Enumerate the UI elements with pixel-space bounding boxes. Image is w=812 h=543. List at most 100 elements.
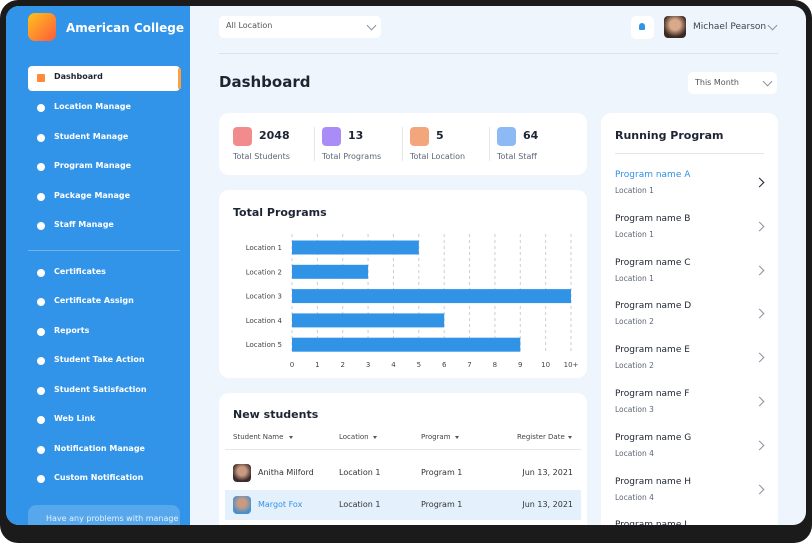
bar [292,289,571,304]
sort-caret [289,436,293,439]
menu-icon [37,416,45,424]
column-header[interactable]: Register Date [517,433,565,441]
program-name[interactable]: Program name A [615,170,691,180]
table-cell: Location 1 [339,468,381,477]
program-location: Location 2 [615,317,654,327]
menu-item[interactable]: Student Take Action [54,355,145,364]
menu-icon [37,222,45,230]
location-select-text: All Location [226,21,273,30]
period-select[interactable] [688,72,777,94]
x-tick-label: 1 [315,361,319,369]
menu-icon [37,328,45,336]
location-select[interactable] [219,16,381,38]
program-location: Location 3 [615,405,654,414]
program-location: Location 2 [615,361,654,371]
menu-item[interactable]: Student Manage [54,132,129,141]
program-name[interactable]: Program name I [615,520,687,525]
program-location: Location 4 [615,448,654,458]
menu-item[interactable]: Notification Manage [54,444,145,453]
stat-label: Total Staff [497,152,537,161]
brand: American College [66,21,185,35]
running-card [601,113,778,525]
x-tick-label: 9 [518,361,522,369]
column-header[interactable]: Student Name [233,433,284,441]
x-tick-label: 3 [366,361,370,369]
y-tick-label: Location 1 [246,244,282,252]
table-cell[interactable]: Anitha Milford [258,468,314,477]
logo [28,13,56,41]
menu-item[interactable]: Program Manage [54,161,132,170]
user-avatar[interactable] [664,16,686,38]
menu-item[interactable]: Package Manage [54,191,131,200]
y-tick-label: Location 3 [246,293,282,301]
bell-icon [639,23,645,30]
stat-label: Total Students [233,152,290,161]
stat-icon [322,127,341,146]
menu-active-bg[interactable] [28,66,180,91]
menu-item[interactable]: Location Manage [54,102,131,111]
menu-item[interactable]: Custom Notification [54,473,144,482]
program-name[interactable]: Program name E [615,345,690,356]
program-name[interactable]: Program name C [615,257,691,268]
bar [292,337,521,352]
stat-value: 5 [436,129,444,142]
bar [292,240,419,255]
help-box[interactable] [28,505,180,525]
x-tick-label: 6 [442,361,447,369]
menu-icon [37,475,45,483]
program-name[interactable]: Program name F [615,389,690,399]
sort-caret [568,436,572,439]
student-avatar [233,496,251,514]
stat-icon [497,127,516,146]
bar [292,264,369,279]
menu-item[interactable]: Certificate Assign [54,296,134,305]
divider [28,250,180,251]
sort-caret [373,436,377,439]
menu-icon [37,387,45,395]
menu-item[interactable]: Certificates [54,267,106,276]
menu-icon [37,298,45,306]
sidebar [6,6,190,525]
table-cell: Jun 13, 2021 [522,500,573,509]
stat-value: 64 [523,129,539,142]
user-name[interactable]: Michael Pearson [693,22,767,32]
help-text: Have any problems with manage [46,514,179,523]
table-cell[interactable]: Margot Fox [258,500,303,509]
menu-icon [37,446,45,454]
program-location: Location 1 [615,186,654,195]
program-name[interactable]: Program name H [615,476,691,487]
stat-icon [410,127,429,146]
program-name[interactable]: Program name G [615,432,692,443]
stat-divider [314,127,315,161]
period-select-text: This Month [695,78,739,87]
stat-divider [402,127,403,161]
program-name[interactable]: Program name B [615,213,691,224]
chart-title: Total Programs [233,206,327,219]
page-title: Dashboard [219,73,311,91]
column-header[interactable]: Program [421,433,451,441]
menu-active-marker [178,68,181,89]
row-highlight[interactable] [225,490,581,520]
x-tick-label: 7 [467,361,471,369]
chevron [767,20,778,31]
menu-icon [37,134,45,142]
menu-item[interactable]: Web Link [54,414,96,423]
menu-item[interactable]: Dashboard [54,72,103,81]
x-tick-label: 0 [290,361,294,369]
column-header[interactable]: Location [339,433,369,441]
menu-item[interactable]: Staff Manage [54,220,114,229]
stat-icon [233,127,252,146]
bar [292,313,445,328]
stat-label: Total Programs [322,152,382,161]
header-line [219,53,778,54]
running-line [615,153,764,154]
menu-item[interactable]: Student Satisfaction [54,385,147,394]
students-title: New students [233,408,319,421]
program-location: Location 1 [615,229,654,239]
program-name[interactable]: Program name D [615,301,692,312]
menu-icon [37,193,45,201]
y-tick-label: Location 2 [246,268,282,276]
menu-icon [37,357,45,365]
menu-item[interactable]: Reports [54,326,90,335]
